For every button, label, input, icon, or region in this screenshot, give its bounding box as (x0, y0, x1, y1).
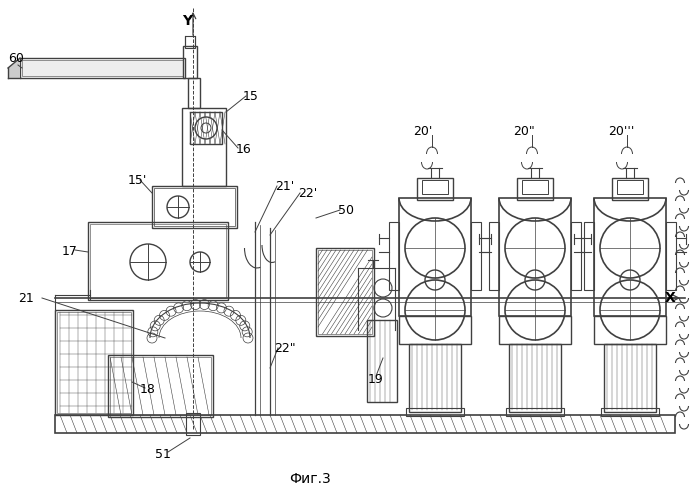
Bar (499, 198, 571, 316)
Text: 17: 17 (62, 245, 78, 258)
Polygon shape (8, 58, 20, 78)
Bar (666, 222, 676, 290)
Bar (409, 344, 461, 412)
Text: 60: 60 (8, 52, 24, 65)
Text: Фиг.3: Фиг.3 (289, 472, 331, 486)
Bar (55, 415, 675, 433)
Text: 20': 20' (413, 125, 432, 138)
Text: 21': 21' (275, 180, 294, 193)
Bar (422, 180, 448, 194)
Bar (571, 222, 581, 290)
Bar (594, 198, 666, 316)
Text: 22': 22' (298, 187, 317, 200)
Bar (499, 316, 571, 344)
Bar (389, 222, 399, 290)
Bar (489, 222, 499, 290)
Text: 50: 50 (338, 204, 354, 217)
Text: X: X (665, 291, 676, 305)
Bar (108, 355, 213, 417)
Text: 20''': 20''' (608, 125, 635, 138)
Bar (90, 224, 226, 298)
Bar (190, 112, 222, 144)
Bar (88, 222, 228, 300)
Bar (152, 186, 237, 228)
Text: 15': 15' (128, 174, 147, 187)
Bar (154, 188, 235, 226)
Bar (584, 222, 594, 290)
Text: 20": 20" (513, 125, 534, 138)
Bar (55, 310, 133, 415)
Text: 21: 21 (18, 292, 34, 305)
Text: 15: 15 (243, 90, 259, 103)
Bar (604, 344, 656, 412)
Bar (399, 316, 471, 344)
Bar (182, 108, 226, 186)
Bar (20, 58, 185, 78)
Text: 19: 19 (368, 373, 384, 386)
Text: 51: 51 (155, 448, 171, 461)
Bar (594, 316, 666, 344)
Bar (183, 46, 197, 78)
Bar (185, 36, 195, 48)
Bar (316, 248, 374, 336)
Text: 16: 16 (236, 143, 252, 156)
Bar (517, 178, 553, 200)
Bar (506, 408, 564, 416)
Bar (522, 180, 548, 194)
Bar (110, 357, 211, 415)
Bar (367, 320, 397, 402)
Bar (186, 413, 200, 435)
Text: 18: 18 (140, 383, 156, 396)
Bar (509, 344, 561, 412)
Bar (601, 408, 659, 416)
Bar (318, 250, 372, 334)
Bar (406, 408, 464, 416)
Bar (612, 178, 648, 200)
Text: Y: Y (182, 14, 192, 28)
Bar (188, 78, 200, 108)
Bar (22, 60, 183, 76)
Bar (57, 312, 131, 413)
Text: 22": 22" (274, 342, 295, 355)
Bar (471, 222, 481, 290)
Bar (617, 180, 643, 194)
Bar (399, 198, 471, 316)
Bar (417, 178, 453, 200)
